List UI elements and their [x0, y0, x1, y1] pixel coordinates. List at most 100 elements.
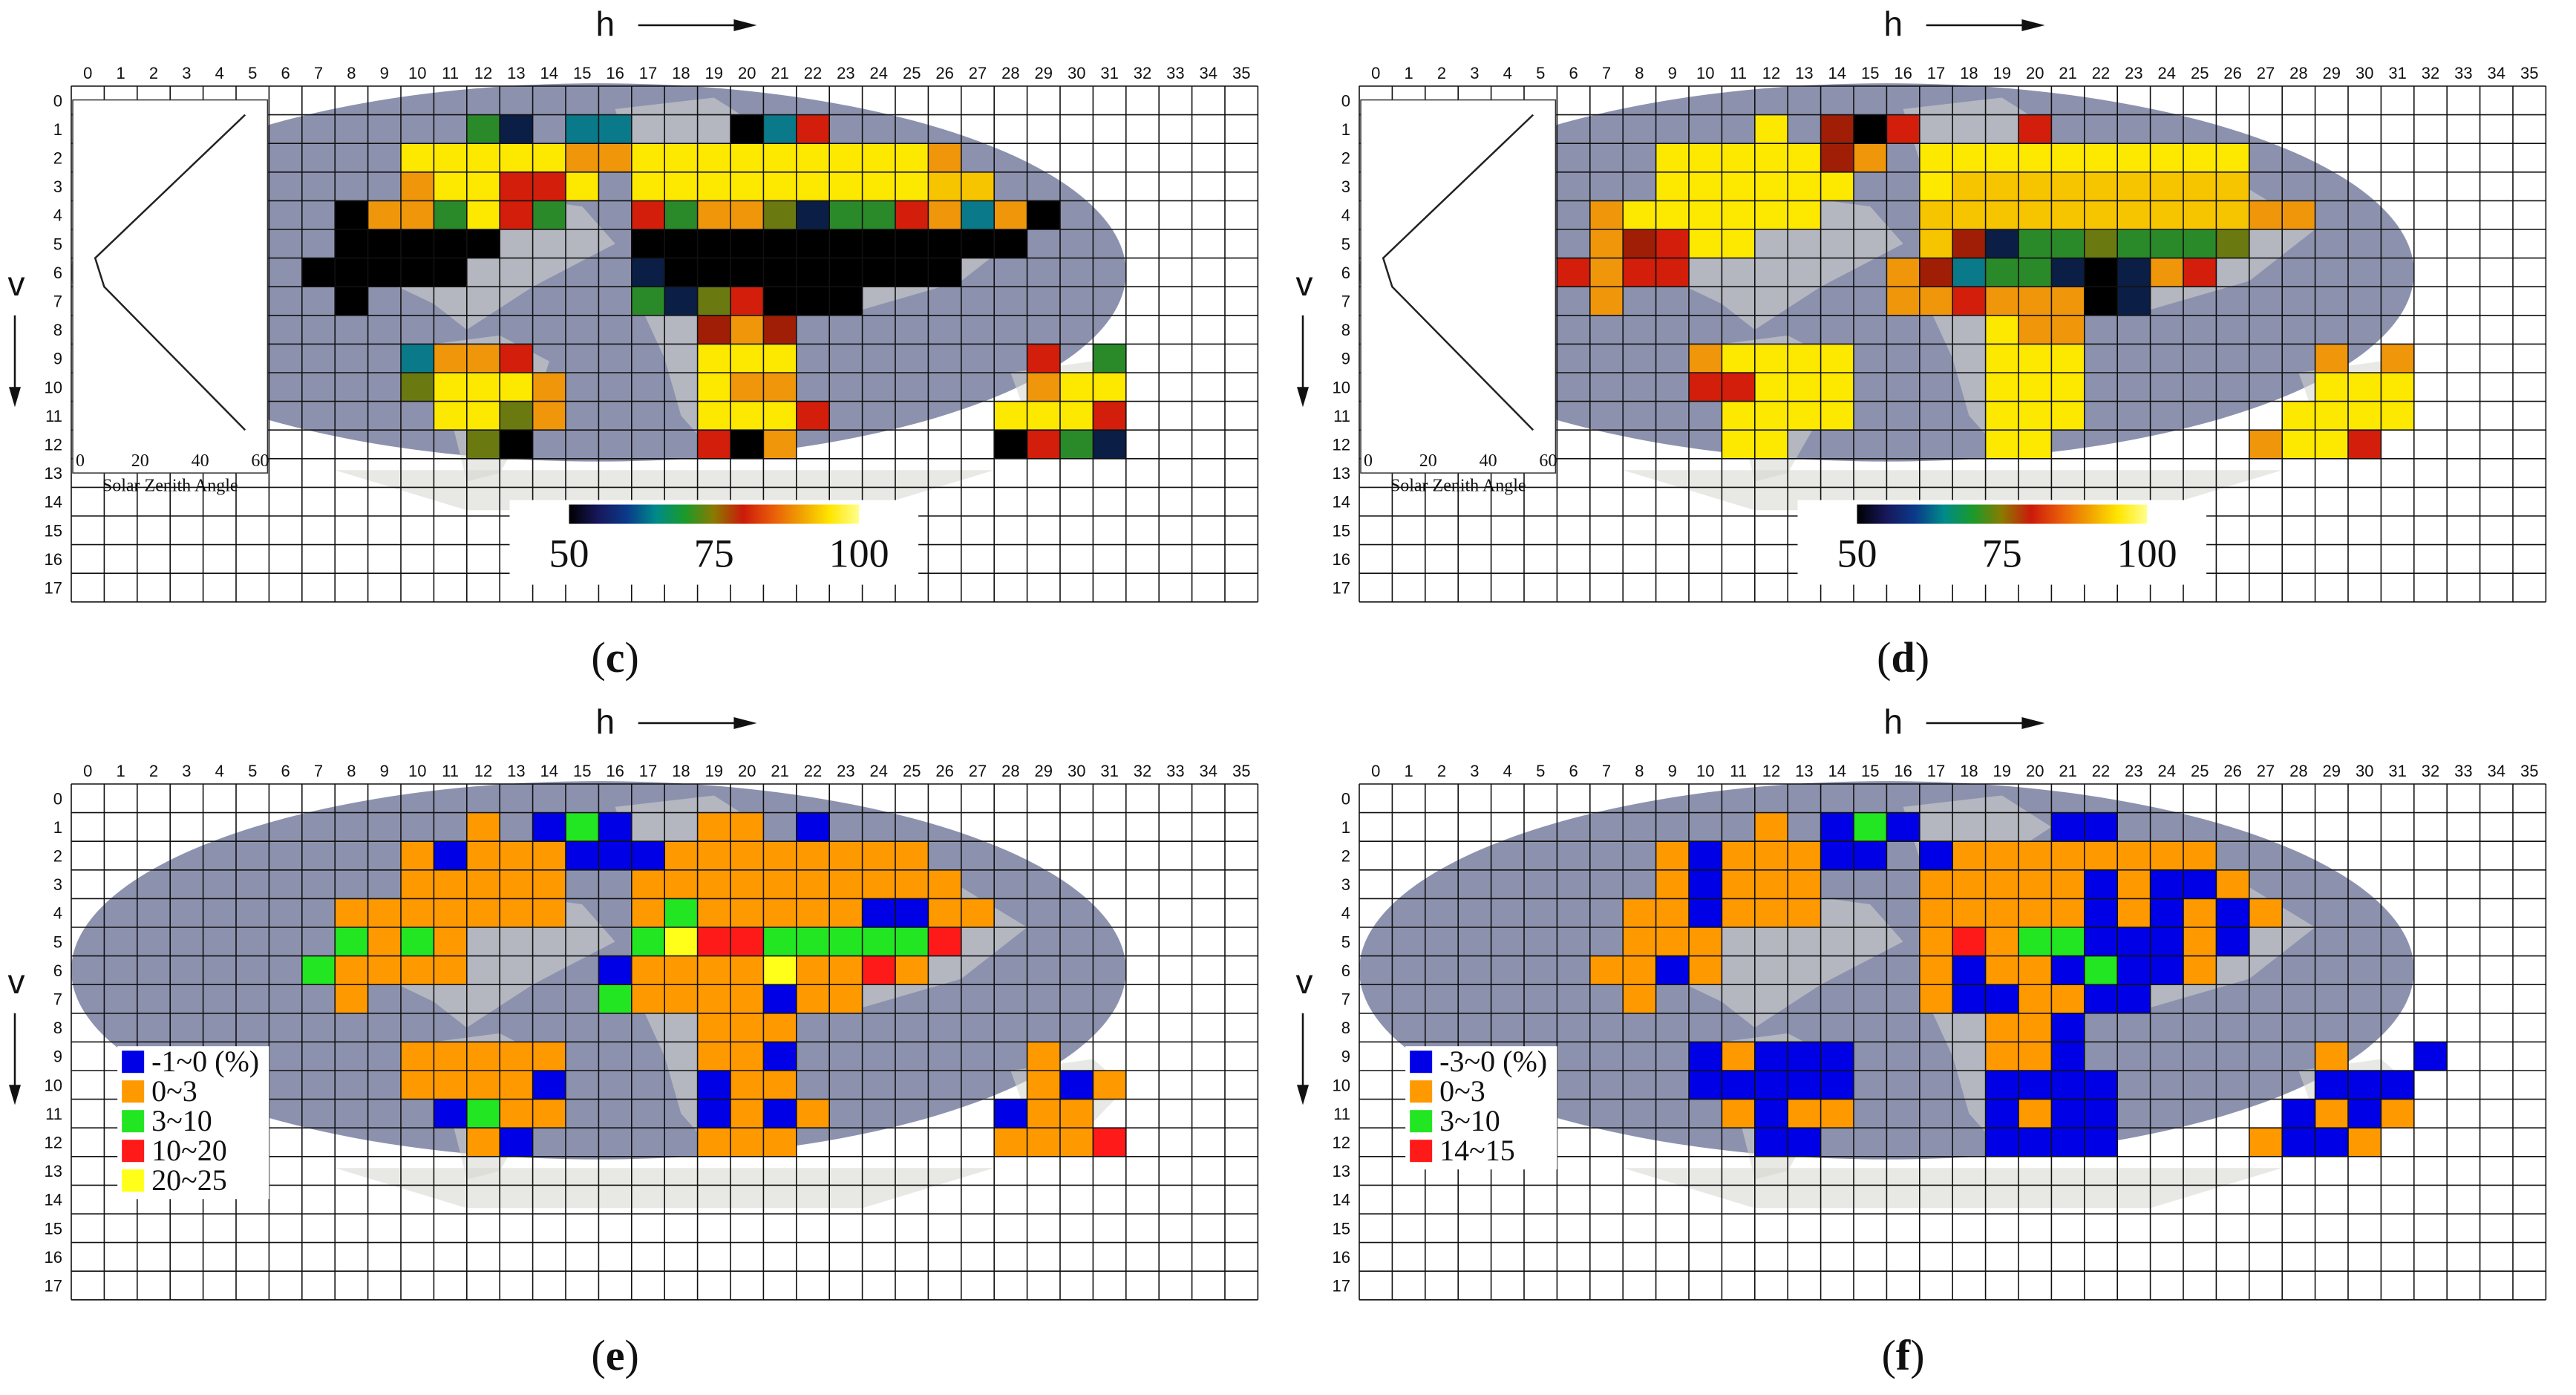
- cell-h11-v4: [1722, 898, 1755, 927]
- h-tick-14: 14: [540, 64, 558, 82]
- cell-h14-v4: [532, 200, 566, 229]
- cell-h12-v11: [1754, 1099, 1788, 1128]
- cell-h20-v8: [730, 1013, 764, 1042]
- cell-h19-v11: [697, 401, 730, 431]
- cell-h9-v4: [1655, 200, 1689, 229]
- cell-h13-v1: [500, 114, 533, 144]
- h-tick-17: 17: [639, 762, 657, 780]
- cell-h29-v9: [1027, 1042, 1060, 1071]
- cell-h19-v10: [1985, 1071, 2018, 1100]
- v-tick-2: 2: [1341, 149, 1350, 168]
- cell-h20-v3: [730, 869, 764, 899]
- cell-h19-v12: [697, 430, 730, 459]
- cell-h22-v5: [796, 927, 830, 956]
- cell-h29-v10: [1027, 1071, 1060, 1100]
- cell-h13-v10: [500, 373, 533, 402]
- cell-h12-v4: [466, 898, 500, 927]
- heatmap-cells-c: [301, 114, 1126, 459]
- colorbar-tick-100: 100: [829, 532, 889, 576]
- h-tick-27: 27: [969, 64, 987, 82]
- panel-caption-e: (e): [591, 1331, 638, 1379]
- cell-h18-v7: [1952, 984, 1986, 1013]
- h-tick-0: 0: [83, 64, 92, 82]
- h-tick-20: 20: [738, 64, 756, 82]
- panel-c: 0 1 2 3 4 5 6 7 8 9 10 11 12 13 14 15 16 17 18 19 20 21 22 23 24…: [0, 0, 1288, 697]
- h-tick-13: 13: [507, 762, 525, 780]
- cell-h10-v3: [1689, 869, 1722, 899]
- cell-h19-v6: [1985, 258, 2018, 287]
- cell-h23-v3: [2117, 869, 2151, 899]
- h-axis-label: h: [1883, 702, 1903, 741]
- cell-h10-v9: [1689, 1042, 1722, 1071]
- v-tick-5: 5: [53, 932, 62, 951]
- v-tick-10: 10: [1333, 1076, 1350, 1094]
- cell-h9-v5: [1655, 229, 1689, 258]
- legend-swatch: [122, 1110, 145, 1133]
- cell-h26-v2: [2216, 143, 2249, 172]
- cell-h16-v2: [598, 841, 632, 870]
- colorbar-tick-75: 75: [1982, 532, 2022, 576]
- cell-h18-v3: [664, 171, 698, 201]
- cell-h17-v4: [1919, 200, 1953, 229]
- cell-h24-v2: [862, 143, 895, 172]
- cell-h19-v7: [697, 287, 730, 316]
- v-tick-17: 17: [1333, 1277, 1350, 1296]
- cell-h20-v3: [2018, 869, 2052, 899]
- cell-h10-v5: [1689, 229, 1722, 258]
- h-tick-8: 8: [1635, 762, 1644, 780]
- cell-h16-v1: [598, 812, 632, 842]
- h-tick-12: 12: [1762, 64, 1780, 82]
- cell-h10-v9: [401, 344, 434, 373]
- cell-h13-v12: [500, 430, 533, 459]
- cell-h17-v3: [631, 171, 665, 201]
- cell-h21-v12: [763, 430, 797, 459]
- h-tick-10: 10: [408, 762, 426, 780]
- cell-h20-v6: [2018, 258, 2052, 287]
- cell-h16-v7: [598, 984, 632, 1013]
- h-tick-25: 25: [903, 64, 921, 82]
- cell-h22-v3: [2084, 171, 2118, 201]
- cell-h19-v5: [1985, 229, 2018, 258]
- cell-h12-v9: [466, 344, 500, 373]
- h-tick-6: 6: [281, 64, 290, 82]
- h-tick-1: 1: [116, 762, 125, 780]
- v-tick-15: 15: [1333, 521, 1350, 540]
- cell-h19-v8: [1985, 1013, 2018, 1042]
- cell-h22-v12: [2084, 1128, 2118, 1157]
- cell-h12-v4: [1754, 898, 1788, 927]
- cell-h11-v10: [1722, 1071, 1755, 1100]
- v-tick-9: 9: [1341, 1048, 1350, 1066]
- cell-h11-v5: [434, 927, 467, 956]
- cell-h10-v9: [401, 1042, 434, 1071]
- cell-h20-v7: [2018, 287, 2052, 316]
- cell-h19-v2: [1985, 143, 2018, 172]
- cell-h8-v6: [1623, 258, 1656, 287]
- cell-h21-v10: [763, 1071, 797, 1100]
- h-tick-35: 35: [2520, 64, 2538, 82]
- h-tick-14: 14: [1828, 64, 1846, 82]
- cell-h11-v10: [434, 373, 467, 402]
- cell-h21-v12: [763, 1128, 797, 1157]
- h-axis-label: h: [595, 4, 615, 43]
- h-tick-23: 23: [837, 64, 854, 82]
- h-tick-27: 27: [969, 762, 987, 780]
- cell-h18-v4: [664, 898, 698, 927]
- cell-h25-v4: [895, 898, 929, 927]
- cell-h23-v5: [829, 229, 863, 258]
- h-tick-22: 22: [804, 64, 822, 82]
- v-tick-0: 0: [1341, 789, 1350, 808]
- cell-h16-v1: [1886, 812, 1920, 842]
- cell-h20-v12: [2018, 1128, 2052, 1157]
- cell-h10-v2: [401, 143, 434, 172]
- legend-swatch: [122, 1140, 145, 1163]
- cell-h14-v11: [1820, 401, 1854, 431]
- cell-h8-v5: [1623, 229, 1656, 258]
- cell-h22-v5: [2084, 927, 2118, 956]
- cell-h19-v4: [1985, 898, 2018, 927]
- h-tick-0: 0: [83, 762, 92, 780]
- cell-h22-v7: [796, 287, 830, 316]
- v-tick-4: 4: [1341, 206, 1350, 225]
- cell-h14-v11: [532, 401, 566, 431]
- cell-h28-v5: [994, 229, 1027, 258]
- cell-h21-v9: [2051, 344, 2085, 373]
